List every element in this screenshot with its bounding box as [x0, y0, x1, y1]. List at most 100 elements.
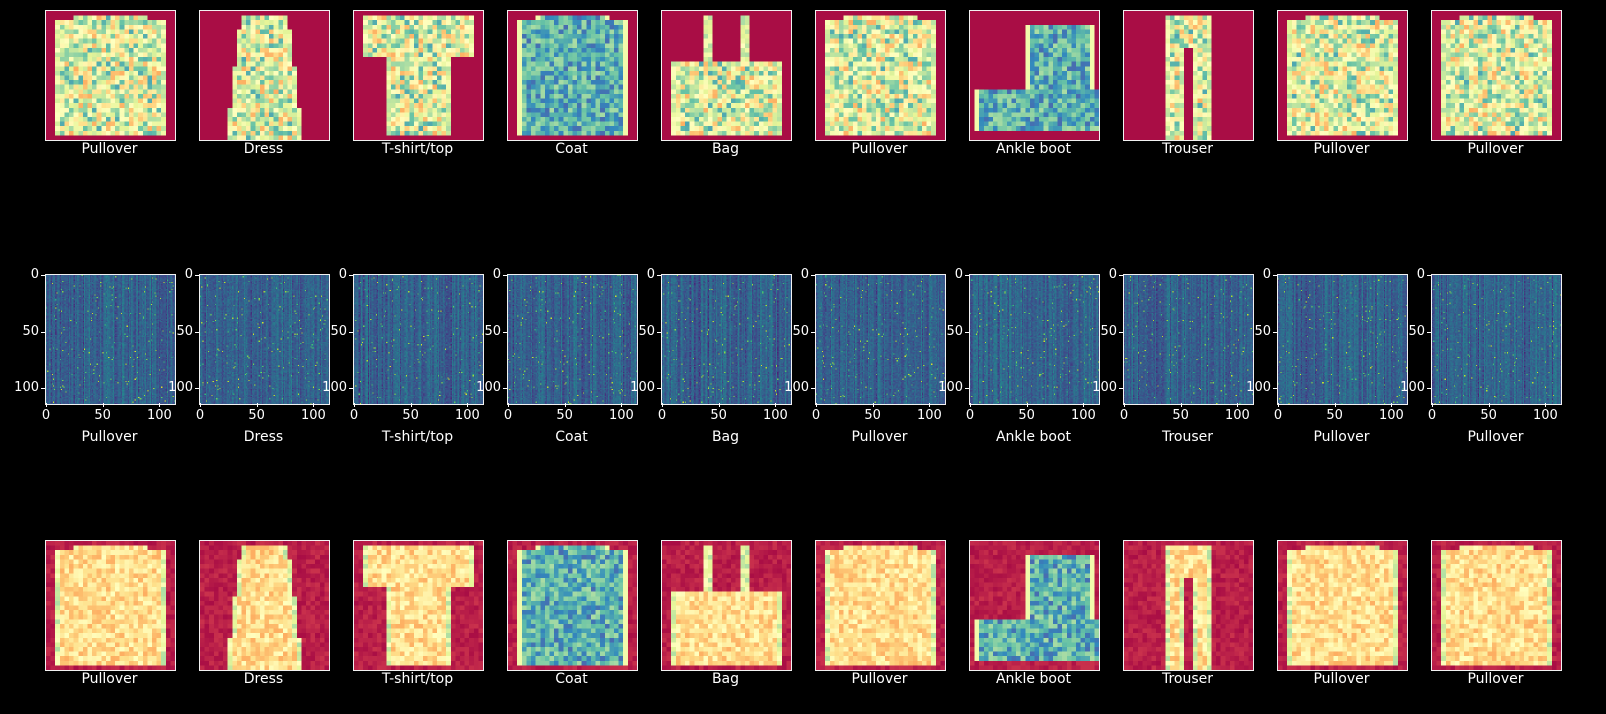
encoded-feature-maps-xtick-mark-1-0: [46, 403, 47, 407]
encoded-feature-maps-xtick-label-10-0: 0: [1427, 408, 1437, 423]
encoded-feature-maps-ytick-mark-2-0: [195, 275, 199, 276]
encoded-feature-maps-xtick-label-7-1: 50: [1018, 408, 1035, 423]
encoded-feature-maps-image-5: [662, 275, 791, 404]
encoded-feature-maps-panel-6: [815, 274, 946, 405]
encoded-feature-maps-panel-7: [969, 274, 1100, 405]
encoded-feature-maps-ytick-mark-9-2: [1273, 388, 1277, 390]
encoded-feature-maps-ytick-label-7-1: 50: [946, 323, 963, 339]
encoded-feature-maps-ytick-mark-4-2: [503, 388, 507, 390]
encoded-feature-maps-xtick-label-5-2: 100: [762, 408, 788, 423]
encoded-feature-maps-ytick-label-2-0: 0: [184, 267, 193, 282]
encoded-feature-maps-xtick-label-4-2: 100: [608, 408, 634, 423]
encoded-feature-maps-label-5: Bag: [711, 429, 740, 445]
encoded-feature-maps-ytick-mark-3-2: [349, 388, 353, 390]
encoded-feature-maps-ytick-label-9-0: 0: [1262, 267, 1271, 282]
encoded-feature-maps-ytick-mark-9-0: [1273, 275, 1277, 276]
reconstructed-images-image-6: [816, 541, 945, 670]
encoded-feature-maps-ytick-label-8-0: 0: [1108, 267, 1117, 282]
reconstructed-images-panel-8: [1123, 540, 1254, 671]
encoded-feature-maps-label-2: Dress: [243, 429, 284, 445]
encoded-feature-maps-xtick-mark-3-0: [354, 403, 355, 407]
encoded-feature-maps-ytick-mark-4-0: [503, 275, 507, 276]
original-images-image-8: [1124, 11, 1253, 140]
reconstructed-images-image-3: [354, 541, 483, 670]
encoded-feature-maps-xtick-label-6-1: 50: [864, 408, 881, 423]
reconstructed-images-image-10: [1432, 541, 1561, 670]
original-images-label-6: Pullover: [851, 141, 908, 157]
encoded-feature-maps-xtick-mark-10-0: [1432, 403, 1433, 407]
encoded-feature-maps-xtick-label-5-1: 50: [710, 408, 727, 423]
encoded-feature-maps-ytick-mark-3-0: [349, 275, 353, 276]
original-images-image-7: [970, 11, 1099, 140]
encoded-feature-maps-xtick-mark-9-2: [1391, 403, 1393, 407]
encoded-feature-maps-ytick-label-5-2: 100: [630, 380, 655, 396]
encoded-feature-maps-ytick-mark-5-1: [657, 331, 661, 333]
reconstructed-images-label-6: Pullover: [851, 671, 908, 687]
encoded-feature-maps-xtick-mark-3-1: [410, 403, 412, 407]
encoded-feature-maps-image-1: [46, 275, 175, 404]
encoded-feature-maps-ytick-label-6-0: 0: [800, 267, 809, 282]
encoded-feature-maps-ytick-mark-1-2: [41, 388, 45, 390]
original-images-panel-6: [815, 10, 946, 141]
reconstructed-images-image-8: [1124, 541, 1253, 670]
original-images-label-4: Coat: [555, 141, 588, 157]
encoded-feature-maps-xtick-label-8-0: 0: [1119, 408, 1129, 423]
encoded-feature-maps-image-6: [816, 275, 945, 404]
encoded-feature-maps-panel-5: [661, 274, 792, 405]
encoded-feature-maps-ytick-label-3-1: 50: [330, 323, 347, 339]
encoded-feature-maps-ytick-label-9-2: 100: [1246, 380, 1271, 396]
encoded-feature-maps-ytick-label-3-2: 100: [322, 380, 347, 396]
encoded-feature-maps-xtick-mark-5-2: [775, 403, 777, 407]
original-images-image-9: [1278, 11, 1407, 140]
encoded-feature-maps-label-4: Coat: [555, 429, 588, 445]
encoded-feature-maps-image-7: [970, 275, 1099, 404]
encoded-feature-maps-xtick-label-6-0: 0: [811, 408, 821, 423]
encoded-feature-maps-xtick-mark-4-2: [621, 403, 623, 407]
encoded-feature-maps-ytick-mark-10-2: [1427, 388, 1431, 390]
original-images-label-8: Trouser: [1161, 141, 1214, 157]
encoded-feature-maps-ytick-mark-7-1: [965, 331, 969, 333]
encoded-feature-maps-xtick-mark-6-2: [929, 403, 931, 407]
encoded-feature-maps-ytick-label-3-0: 0: [338, 267, 347, 282]
encoded-feature-maps-ytick-label-1-0: 0: [30, 267, 39, 282]
encoded-feature-maps-xtick-label-3-2: 100: [454, 408, 480, 423]
original-images-panel-4: [507, 10, 638, 141]
original-images-panel-8: [1123, 10, 1254, 141]
encoded-feature-maps-xtick-label-1-2: 100: [146, 408, 172, 423]
encoded-feature-maps-ytick-mark-1-0: [41, 275, 45, 276]
encoded-feature-maps-xtick-label-8-1: 50: [1172, 408, 1189, 423]
encoded-feature-maps-xtick-mark-5-0: [662, 403, 663, 407]
encoded-feature-maps-xtick-label-3-0: 0: [349, 408, 359, 423]
encoded-feature-maps-ytick-label-10-2: 100: [1400, 380, 1425, 396]
encoded-feature-maps-xtick-mark-7-1: [1026, 403, 1028, 407]
original-images-label-7: Ankle boot: [995, 141, 1072, 157]
reconstructed-images-image-5: [662, 541, 791, 670]
encoded-feature-maps-ytick-mark-5-2: [657, 388, 661, 390]
original-images-panel-2: [199, 10, 330, 141]
encoded-feature-maps-ytick-mark-10-1: [1427, 331, 1431, 333]
encoded-feature-maps-ytick-mark-10-0: [1427, 275, 1431, 276]
reconstructed-images-label-2: Dress: [243, 671, 284, 687]
encoded-feature-maps-xtick-mark-8-1: [1180, 403, 1182, 407]
encoded-feature-maps-xtick-mark-8-0: [1124, 403, 1125, 407]
encoded-feature-maps-ytick-label-8-1: 50: [1100, 323, 1117, 339]
encoded-feature-maps-ytick-mark-8-0: [1119, 275, 1123, 276]
original-images-label-3: T-shirt/top: [381, 141, 454, 157]
encoded-feature-maps-ytick-mark-3-1: [349, 331, 353, 333]
encoded-feature-maps-ytick-mark-2-2: [195, 388, 199, 390]
encoded-feature-maps-panel-4: [507, 274, 638, 405]
encoded-feature-maps-label-3: T-shirt/top: [381, 429, 454, 445]
reconstructed-images-label-3: T-shirt/top: [381, 671, 454, 687]
encoded-feature-maps-ytick-mark-4-1: [503, 331, 507, 333]
encoded-feature-maps-image-3: [354, 275, 483, 404]
encoded-feature-maps-xtick-mark-3-2: [467, 403, 469, 407]
encoded-feature-maps-xtick-label-6-2: 100: [916, 408, 942, 423]
encoded-feature-maps-ytick-mark-8-1: [1119, 331, 1123, 333]
encoded-feature-maps-xtick-mark-4-0: [508, 403, 509, 407]
reconstructed-images-panel-9: [1277, 540, 1408, 671]
reconstructed-images-panel-7: [969, 540, 1100, 671]
encoded-feature-maps-ytick-label-9-1: 50: [1254, 323, 1271, 339]
encoded-feature-maps-ytick-mark-5-0: [657, 275, 661, 276]
encoded-feature-maps-ytick-label-4-2: 100: [476, 380, 501, 396]
encoded-feature-maps-xtick-label-8-2: 100: [1224, 408, 1250, 423]
